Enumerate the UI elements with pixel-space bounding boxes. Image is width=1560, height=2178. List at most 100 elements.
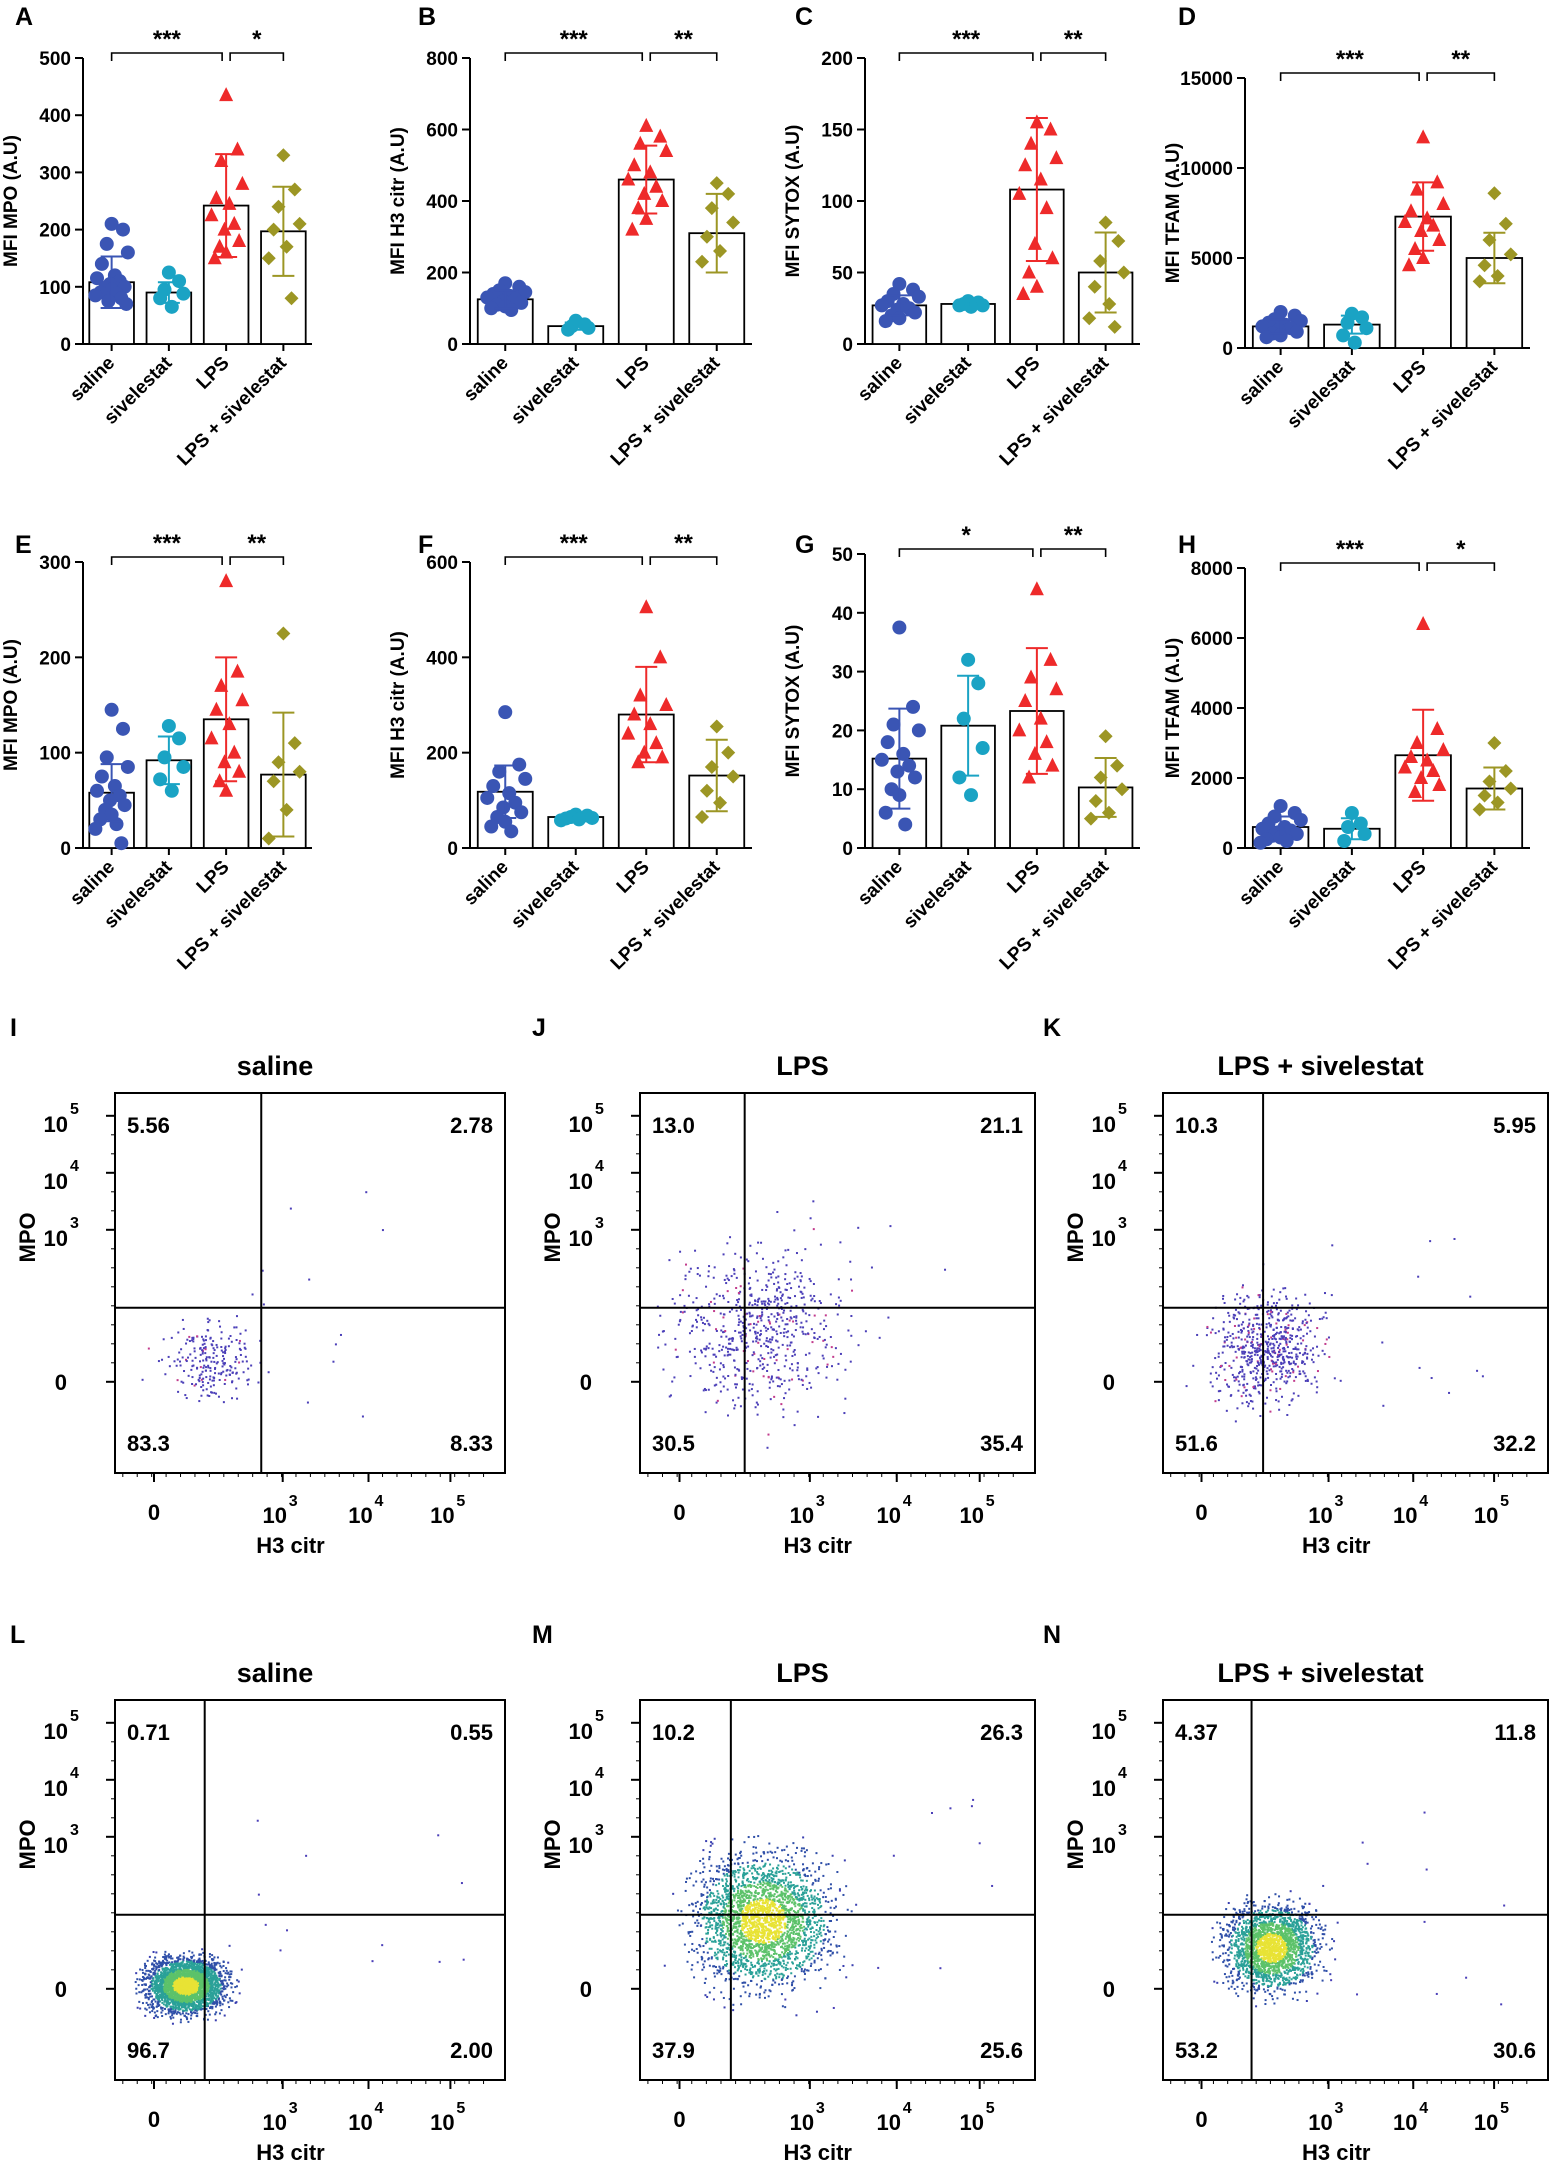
event-dot <box>196 2015 199 2018</box>
event-dot <box>227 1345 230 1348</box>
event-dot <box>796 1275 799 1278</box>
event-dot <box>186 1977 189 1980</box>
event-dot <box>769 1398 772 1401</box>
event-dot <box>163 1987 166 1990</box>
data-point <box>721 186 736 201</box>
event-dot <box>234 1360 237 1363</box>
event-dot <box>172 2007 175 2010</box>
event-dot <box>1277 1346 1280 1349</box>
event-dot <box>238 1339 241 1342</box>
event-dot <box>730 1348 733 1351</box>
event-dot <box>779 1291 782 1294</box>
data-point <box>1403 203 1418 218</box>
event-dot <box>708 1305 711 1308</box>
event-dot <box>224 1378 227 1381</box>
event-dot <box>1237 1380 1240 1383</box>
event-dot <box>228 1976 231 1979</box>
event-dot <box>1255 1377 1258 1380</box>
data-point <box>639 117 654 132</box>
event-dot <box>184 1986 187 1989</box>
data-point <box>1043 651 1058 666</box>
event-dot <box>178 2008 181 2011</box>
significance-bracket <box>649 556 718 565</box>
event-dot <box>222 1964 225 1967</box>
event-dot <box>1248 1393 1251 1396</box>
event-dot <box>202 1969 205 1972</box>
event-dot <box>1245 1394 1248 1397</box>
event-dot <box>190 2008 193 2011</box>
event-dot <box>167 1355 170 1358</box>
event-dot <box>157 1991 160 1994</box>
event-dot <box>164 1969 167 1972</box>
event-dot <box>198 1963 201 1966</box>
event-dot <box>1266 1356 1269 1359</box>
event-dot <box>1223 1340 1226 1343</box>
event-dot <box>741 1321 744 1324</box>
event-dot <box>156 2010 159 2013</box>
event-dot <box>726 1290 729 1293</box>
event-dot <box>713 1297 716 1300</box>
event-dot <box>165 1983 168 1986</box>
event-dot <box>1298 1352 1301 1355</box>
event-dot <box>1226 1335 1229 1338</box>
event-dot <box>1333 1377 1336 1380</box>
y-tick-label: 40 <box>832 604 853 625</box>
event-dot <box>169 2005 172 2008</box>
event-dot <box>1258 1384 1261 1387</box>
event-dot <box>214 1985 217 1988</box>
event-dots <box>656 1200 947 1449</box>
event-dot <box>804 1353 807 1356</box>
event-dots <box>134 1819 465 2025</box>
data-point <box>902 758 917 773</box>
event-dot <box>1280 1363 1283 1366</box>
event-dot <box>1260 1384 1263 1387</box>
event-dot <box>186 1983 189 1986</box>
event-dot <box>1303 1372 1306 1375</box>
event-dot <box>1309 1319 1312 1322</box>
event-dot <box>1217 1330 1220 1333</box>
event-dot <box>1296 1335 1299 1338</box>
event-dot <box>1287 1315 1290 1318</box>
event-dot <box>808 1352 811 1355</box>
event-dot <box>192 2011 195 2014</box>
event-dot <box>198 1973 201 1976</box>
event-dot <box>1249 1356 1252 1359</box>
event-dot <box>155 1967 158 1970</box>
event-dot <box>1285 1297 1288 1300</box>
data-point <box>214 677 229 692</box>
event-dot <box>1284 1328 1287 1331</box>
event-dot <box>1305 1345 1308 1348</box>
data-point <box>219 87 234 102</box>
x-tick-label: saline <box>1235 357 1288 410</box>
event-dot <box>227 1971 230 1974</box>
event-dot <box>157 2000 160 2003</box>
event-dot <box>197 1958 200 1961</box>
event-dot <box>734 1329 737 1332</box>
event-dot <box>148 2011 151 2014</box>
event-dot <box>1278 1408 1281 1411</box>
event-dot <box>658 1333 661 1336</box>
event-dot <box>180 1348 183 1351</box>
event-dot <box>843 1412 846 1415</box>
event-dot <box>1469 1295 1472 1298</box>
event-dot <box>233 1326 236 1329</box>
event-dot <box>1230 1366 1233 1369</box>
event-dot <box>777 1260 780 1263</box>
event-dot <box>785 1359 788 1362</box>
event-dot <box>141 1990 144 1993</box>
event-dot <box>806 1368 809 1371</box>
event-dot <box>160 1996 163 1999</box>
data-point <box>271 755 286 770</box>
event-dot <box>228 1373 231 1376</box>
flow-title: LPS <box>776 1051 829 1081</box>
event-dot <box>684 1278 687 1281</box>
event-dot <box>166 1999 169 2002</box>
event-dot <box>1243 1346 1246 1349</box>
event-dot <box>748 1276 751 1279</box>
y-axis-label: MPO <box>540 1212 565 1262</box>
event-dot <box>139 2007 142 2010</box>
event-dot <box>739 1256 742 1259</box>
data-point <box>880 735 895 750</box>
event-dot <box>1278 1353 1281 1356</box>
